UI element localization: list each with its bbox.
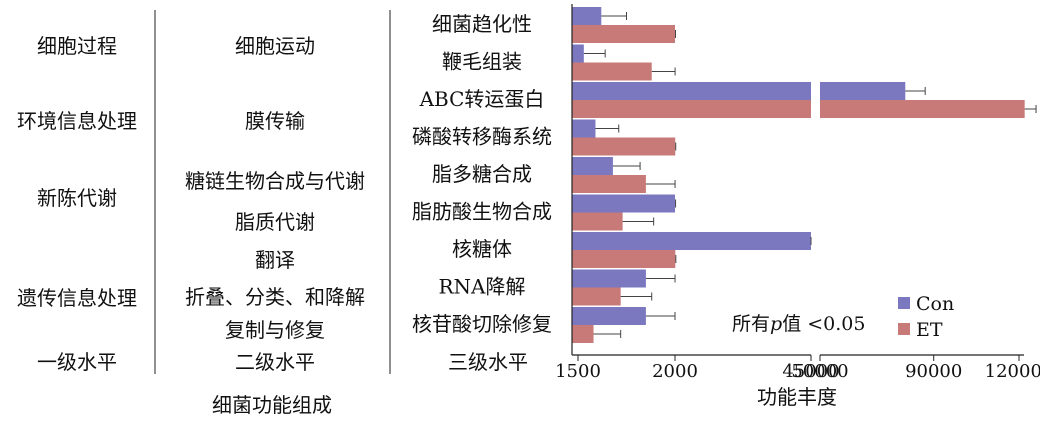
level2-label: 糖链生物合成与代谢 <box>185 169 365 193</box>
x-tick-label: 1500 <box>555 361 601 382</box>
plot-area <box>572 7 1037 343</box>
legend: Con ET <box>898 293 954 341</box>
bar-con <box>572 269 646 288</box>
legend-label-et: ET <box>916 319 943 341</box>
bar-et <box>572 287 621 306</box>
bar-et <box>572 100 811 118</box>
level2-label: 复制与修复 <box>225 318 325 342</box>
level1-label: 细胞过程 <box>37 34 117 58</box>
category-label: 脂多糖合成 <box>432 162 532 186</box>
category-label: 核糖体 <box>452 237 512 261</box>
level2-label: 膜传输 <box>245 109 305 133</box>
x-axis-title: 功能丰度 <box>757 385 837 409</box>
level-header: 一级水平 <box>37 350 117 374</box>
category-label: RNA降解 <box>438 274 525 298</box>
x-tick-label: 120000 <box>985 361 1040 382</box>
x-tick-label: 50000 <box>791 361 848 382</box>
level1-label: 环境信息处理 <box>17 109 137 133</box>
p-value-note: 所有p值 <0.05 <box>732 313 865 335</box>
p-value-italic: p <box>770 313 782 335</box>
level1-label: 新陈代谢 <box>37 186 117 210</box>
x-tick-label: 90000 <box>905 361 962 382</box>
x-tick-label: 2000 <box>652 361 698 382</box>
level2-label: 翻译 <box>255 248 295 272</box>
x-tick-label: 45000 <box>782 361 839 382</box>
category-label: 磷酸转移酶系统 <box>412 124 552 148</box>
bar-con <box>572 307 646 325</box>
bar-con <box>820 82 906 100</box>
level-header: 二级水平 <box>235 350 315 374</box>
category-label: 细菌趋化性 <box>432 12 532 36</box>
legend-swatch-con <box>898 297 910 309</box>
bar-et <box>572 25 675 43</box>
bar-con <box>572 194 675 213</box>
bar-et <box>820 100 1025 118</box>
legend-label-con: Con <box>916 293 954 315</box>
bar-et <box>572 62 652 81</box>
footer-label: 细菌功能组成 <box>212 393 332 417</box>
bar-et <box>572 325 594 343</box>
category-label: 脂肪酸生物合成 <box>412 199 552 223</box>
category-label: 核苷酸切除修复 <box>412 312 552 336</box>
level2-label: 脂质代谢 <box>235 210 315 234</box>
level-header: 三级水平 <box>448 350 528 374</box>
bar-et <box>572 212 623 231</box>
p-value-prefix: 所有 <box>732 313 770 335</box>
level2-label: 折叠、分类、和降解 <box>185 285 365 309</box>
bar-con <box>572 82 811 100</box>
legend-swatch-et <box>898 323 910 335</box>
bar-et <box>572 175 646 193</box>
bar-con <box>572 7 602 25</box>
category-label: 鞭毛组装 <box>442 49 522 73</box>
category-label: ABC转运蛋白 <box>419 87 545 111</box>
bar-et <box>572 137 676 156</box>
bar-con <box>572 119 596 138</box>
bar-con <box>572 44 584 63</box>
bar-con <box>572 232 811 250</box>
p-value-suffix: 值 <0.05 <box>782 313 865 335</box>
bar-con <box>572 157 613 175</box>
level2-label: 细胞运动 <box>235 34 315 58</box>
level1-label: 遗传信息处理 <box>17 286 137 310</box>
bar-et <box>572 250 676 268</box>
